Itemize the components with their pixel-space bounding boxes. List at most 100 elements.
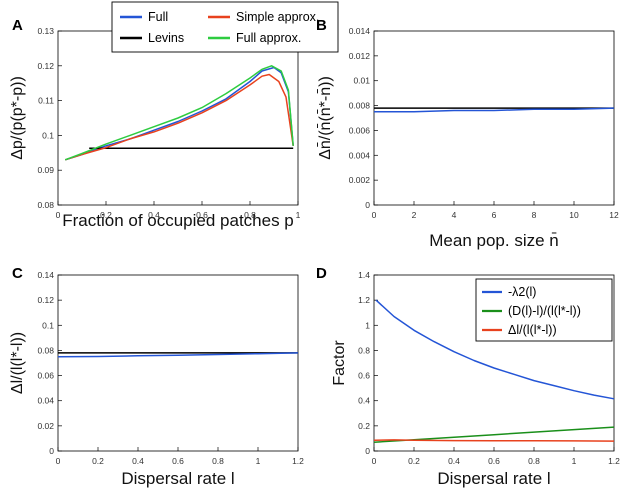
x-tick-label: 0.8 bbox=[528, 456, 540, 466]
x-tick-label: 0 bbox=[372, 456, 377, 466]
y-tick-label: 0.02 bbox=[37, 421, 54, 431]
panel-b-x-ticks: 0 2 4 6 8 10 12 bbox=[372, 201, 619, 220]
legend-levins-label: Levins bbox=[148, 31, 184, 45]
y-tick-label: 0.002 bbox=[349, 175, 371, 185]
panel-b: B 0 0.002 0.004 0.006 0.008 0.01 0.012 0.014 0 2… bbox=[316, 17, 619, 250]
series-line-b-1 bbox=[374, 107, 615, 113]
x-tick-label: 1.2 bbox=[292, 456, 304, 466]
y-tick-label: 0.08 bbox=[37, 200, 54, 210]
y-tick-label: 0.1 bbox=[42, 320, 54, 330]
series-line-d-0 bbox=[375, 299, 615, 400]
panel-d-legend: -λ2(l) (D(l)-l)/(l(l*-l)) Δl/(l(l*-l)) bbox=[475, 278, 613, 342]
x-tick-label: 1 bbox=[256, 456, 261, 466]
x-tick-label: 0.4 bbox=[132, 456, 144, 466]
panel-a-legend-box bbox=[111, 1, 339, 53]
panel-a-x-ticks: 0 0.2 0.4 0.6 0.8 1 bbox=[56, 201, 301, 220]
y-tick-label: 0.8 bbox=[358, 345, 370, 355]
panel-a-y-ticks: 0.08 0.09 0.1 0.11 0.12 0.13 bbox=[37, 26, 62, 210]
y-tick-label: 0.006 bbox=[349, 125, 371, 135]
x-tick-label: 0.4 bbox=[448, 456, 460, 466]
x-tick-label: 0.6 bbox=[196, 210, 208, 220]
y-tick-label: 0 bbox=[49, 446, 54, 456]
y-tick-label: 0.1 bbox=[42, 130, 54, 140]
panel-c-y-axis-label: Δl/(l(l*-l)) bbox=[9, 332, 26, 394]
y-tick-label: 0.4 bbox=[358, 396, 370, 406]
panel-c-label: C bbox=[12, 265, 23, 282]
panel-a-legend: Full Levins Simple approx. Full approx. bbox=[111, 1, 339, 53]
y-tick-label: 0.6 bbox=[358, 371, 370, 381]
x-tick-label: 0 bbox=[372, 210, 377, 220]
x-tick-label: 2 bbox=[412, 210, 417, 220]
y-tick-label: 0 bbox=[365, 200, 370, 210]
y-tick-label: 0.06 bbox=[37, 371, 54, 381]
panel-c-x-axis-label: Dispersal rate l bbox=[121, 469, 234, 488]
x-tick-label: 1.2 bbox=[608, 456, 620, 466]
y-tick-label: 0.2 bbox=[358, 421, 370, 431]
x-tick-label: 0.4 bbox=[148, 210, 160, 220]
y-tick-label: 0.014 bbox=[349, 26, 371, 36]
panel-d: D 0 0.2 0.4 0.6 0.8 1 1.2 1.4 0 0.2 0.4 0.6 0.8 1 1.2… bbox=[316, 265, 620, 488]
panel-d-y-axis-label: Factor bbox=[331, 340, 348, 386]
legend-delta-l-label: Δl/(l(l*-l)) bbox=[508, 323, 557, 337]
x-tick-label: 8 bbox=[532, 210, 537, 220]
panel-b-frame bbox=[373, 30, 615, 206]
panel-d-x-ticks: 0 0.2 0.4 0.6 0.8 1 1.2 bbox=[372, 447, 620, 466]
y-tick-label: 0.13 bbox=[37, 26, 54, 36]
series-line-a-0 bbox=[64, 66, 294, 161]
y-tick-label: 0.004 bbox=[349, 150, 371, 160]
x-tick-label: 1 bbox=[296, 210, 301, 220]
panel-c-y-ticks: 0 0.02 0.04 0.06 0.08 0.1 0.12 0.14 bbox=[37, 270, 62, 456]
x-tick-label: 0.6 bbox=[488, 456, 500, 466]
panel-a-label: A bbox=[12, 17, 23, 34]
panel-b-series bbox=[374, 107, 615, 113]
panel-b-y-axis-label: Δn̄/(n̄(n̄*-n̄)) bbox=[317, 76, 334, 160]
legend-simple-approx-label: Simple approx. bbox=[236, 10, 319, 24]
x-tick-label: 0.2 bbox=[100, 210, 112, 220]
panel-c: C 0 0.02 0.04 0.06 0.08 0.1 0.12 0.14 0 0.2 0.4 0.… bbox=[9, 265, 304, 488]
x-tick-label: 0.2 bbox=[408, 456, 420, 466]
x-tick-label: 10 bbox=[569, 210, 579, 220]
legend-lambda-label: -λ2(l) bbox=[508, 285, 536, 299]
x-tick-label: 0.2 bbox=[92, 456, 104, 466]
x-tick-label: 0.6 bbox=[172, 456, 184, 466]
panel-b-x-axis-label: Mean pop. size n̄ bbox=[429, 231, 558, 250]
panel-a-series bbox=[64, 65, 294, 161]
x-tick-label: 6 bbox=[492, 210, 497, 220]
series-line-a-3 bbox=[64, 65, 294, 161]
x-tick-label: 1 bbox=[572, 456, 577, 466]
legend-full-approx-label: Full approx. bbox=[236, 31, 301, 45]
panel-c-x-ticks: 0 0.2 0.4 0.6 0.8 1 1.2 bbox=[56, 447, 304, 466]
y-tick-label: 0 bbox=[365, 446, 370, 456]
x-tick-label: 0 bbox=[56, 210, 61, 220]
y-tick-label: 1.2 bbox=[358, 295, 370, 305]
panel-a-x-axis-label: Fraction of occupied patches p bbox=[62, 211, 294, 230]
y-tick-label: 0.04 bbox=[37, 396, 54, 406]
y-tick-label: 0.08 bbox=[37, 345, 54, 355]
y-tick-label: 0.09 bbox=[37, 165, 54, 175]
y-tick-label: 1.4 bbox=[358, 270, 370, 280]
x-tick-label: 0.8 bbox=[244, 210, 256, 220]
panel-b-label: B bbox=[316, 17, 327, 34]
panel-d-x-axis-label: Dispersal rate l bbox=[437, 469, 550, 488]
x-tick-label: 4 bbox=[452, 210, 457, 220]
x-tick-label: 0 bbox=[56, 456, 61, 466]
x-tick-label: 0.8 bbox=[212, 456, 224, 466]
y-tick-label: 0.11 bbox=[38, 96, 54, 106]
panel-c-series bbox=[57, 352, 299, 358]
panel-d-label: D bbox=[316, 265, 327, 282]
y-tick-label: 1 bbox=[365, 320, 370, 330]
panel-d-y-ticks: 0 0.2 0.4 0.6 0.8 1 1.2 1.4 bbox=[358, 270, 378, 456]
legend-dispersal-ratio-label: (D(l)-l)/(l(l*-l)) bbox=[508, 304, 581, 318]
panel-a-y-axis-label: Δp/(p(p*-p)) bbox=[9, 76, 26, 160]
panel-d-series bbox=[373, 299, 615, 443]
legend-full-label: Full bbox=[148, 10, 168, 24]
series-line-a-2 bbox=[64, 73, 294, 161]
y-tick-label: 0.12 bbox=[37, 61, 54, 71]
series-line-c-1 bbox=[57, 352, 299, 358]
y-tick-label: 0.012 bbox=[349, 51, 371, 61]
y-tick-label: 0.14 bbox=[37, 270, 54, 280]
y-tick-label: 0.01 bbox=[353, 76, 370, 86]
panel-a: A 0.08 0.09 0.1 0.11 0.12 0.13 0 0.2 0.4 0.6 0.8 1… bbox=[9, 1, 339, 230]
series-line-d-2 bbox=[373, 439, 615, 442]
